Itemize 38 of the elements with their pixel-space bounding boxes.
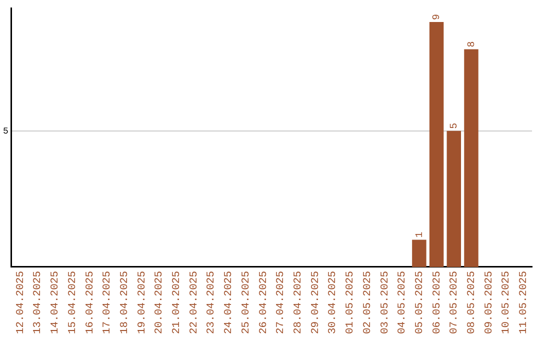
x-tick-label: 14.04.2025 [50,270,62,334]
x-tick-label: 06.05.2025 [431,270,444,334]
x-tick-label: 21.04.2025 [171,270,184,334]
x-tick-label: 09.05.2025 [483,270,496,334]
x-tick-label: 04.05.2025 [396,270,409,334]
bar [464,49,478,267]
x-tick-label: 12.04.2025 [14,270,27,334]
data-label: 9 [432,14,444,20]
x-tick-label: 29.04.2025 [310,270,322,334]
x-tick-label: 24.04.2025 [223,270,236,334]
x-tick-label: 20.04.2025 [154,270,166,334]
bar [446,130,462,267]
x-tick-label: 15.04.2025 [66,270,79,334]
x-tick-label: 28.04.2025 [292,270,304,334]
x-tick-label: 16.04.2025 [84,270,96,334]
x-tick-label: 11.05.2025 [518,270,530,334]
bar [412,240,426,267]
x-tick-label: 30.04.2025 [327,270,340,334]
x-tick-label: 18.04.2025 [118,270,131,334]
x-tick-label: 25.04.2025 [240,270,252,334]
x-tick-label: 03.05.2025 [379,270,392,334]
x-tick-label: 08.05.2025 [466,270,478,334]
x-tick-label: 23.04.2025 [206,270,218,334]
data-label: 8 [466,41,478,48]
x-tick-label: 02.05.2025 [362,270,374,334]
x-tick-label: 26.04.2025 [258,270,270,334]
bar [429,22,444,267]
data-label: 1 [414,232,426,238]
x-tick-label: 01.05.2025 [344,270,357,334]
x-tick-label: 05.05.2025 [414,270,426,334]
data-label: 5 [450,122,461,129]
x-tick-label: 07.05.2025 [448,270,461,334]
x-tick-label: 19.04.2025 [136,270,148,334]
x-tick-label: 13.04.2025 [32,270,44,334]
x-tick-label: 22.04.2025 [188,270,200,334]
x-tick-label: 27.04.2025 [275,270,288,334]
x-tick-label: 17.04.2025 [102,270,114,334]
x-tick-label: 10.05.2025 [500,270,513,334]
